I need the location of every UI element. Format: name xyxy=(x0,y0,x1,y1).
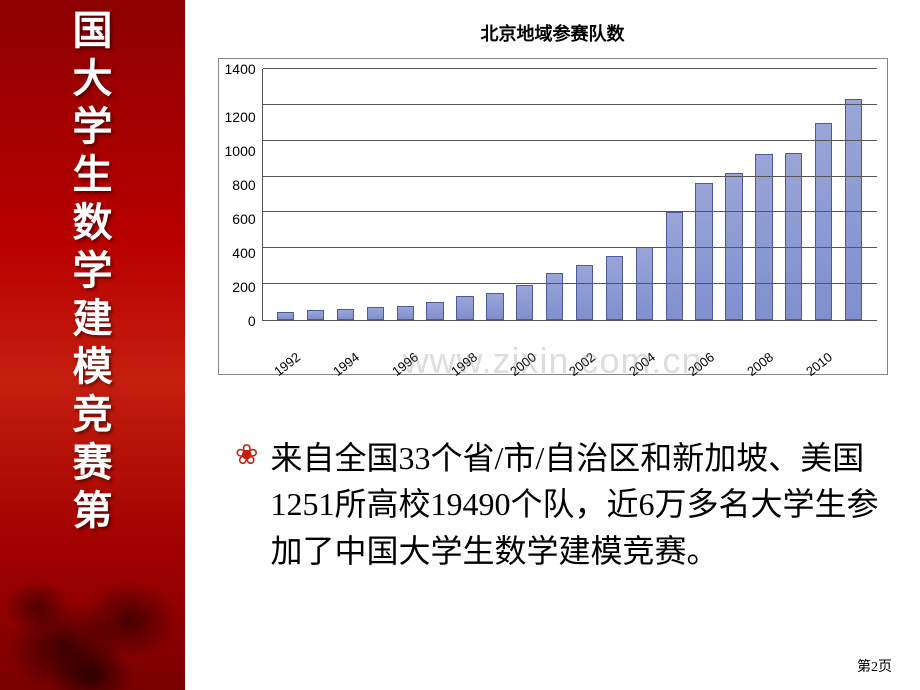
sidebar-char: 学 xyxy=(73,104,113,150)
y-tick: 1400 xyxy=(225,62,256,76)
sidebar-char: 国 xyxy=(73,8,113,54)
main-content: 北京地域参赛队数 1400 1200 1000 800 600 400 200 0 19921… xyxy=(185,0,920,690)
sidebar-char: 第 xyxy=(73,488,113,534)
bar xyxy=(546,273,563,320)
chart-container: 1400 1200 1000 800 600 400 200 0 19921994199619… xyxy=(218,58,888,375)
grid-line xyxy=(263,68,877,69)
bar xyxy=(426,302,443,320)
slide: 国大学生数学建模竞赛第 北京地域参赛队数 1400120010008006004… xyxy=(0,0,920,690)
bar xyxy=(755,154,772,320)
bar xyxy=(456,296,473,320)
sidebar-char: 大 xyxy=(73,56,113,102)
bullet-icon: ❀ xyxy=(235,439,258,473)
bar xyxy=(516,285,533,320)
bar xyxy=(337,309,354,320)
y-tick: 0 xyxy=(248,314,256,328)
grid-line xyxy=(263,104,877,105)
chart-area: 1400120010008006004002000 xyxy=(225,69,877,349)
y-tick: 800 xyxy=(232,178,255,192)
bar xyxy=(695,183,712,320)
sidebar-title-vertical: 国大学生数学建模竞赛第 xyxy=(73,8,113,534)
bar xyxy=(486,293,503,320)
grid-line xyxy=(263,140,877,141)
y-axis: 1400120010008006004002000 xyxy=(225,69,262,321)
bar xyxy=(367,307,384,320)
grid-line xyxy=(263,211,877,212)
body-paragraph: ❀ 来自全国33个省/市/自治区和新加坡、美国1251所高校19490个队，近6… xyxy=(235,435,892,574)
sidebar-char: 模 xyxy=(73,344,113,390)
bar xyxy=(576,265,593,320)
plot-area xyxy=(262,69,877,321)
page-number: 第2页 xyxy=(857,656,892,676)
bar xyxy=(845,99,862,320)
chart-title: 北京地域参赛队数 xyxy=(213,20,892,46)
sidebar-char: 赛 xyxy=(73,440,113,486)
y-tick: 1200 xyxy=(225,110,256,124)
y-tick: 400 xyxy=(232,246,255,260)
grid-line xyxy=(263,247,877,248)
x-spacer xyxy=(839,353,869,368)
bar xyxy=(397,306,414,320)
bar xyxy=(785,153,802,320)
bar xyxy=(815,123,832,320)
x-tick: 1992 xyxy=(270,349,303,379)
body-text: 来自全国33个省/市/自治区和新加坡、美国1251所高校19490个队，近6万多… xyxy=(270,435,892,574)
grid-line xyxy=(263,176,877,177)
y-tick: 600 xyxy=(232,212,255,226)
sidebar-char: 生 xyxy=(73,152,113,198)
sidebar-char: 竞 xyxy=(73,392,113,438)
bar xyxy=(606,256,623,320)
bar xyxy=(277,312,294,320)
x-axis: 1992199419961998200020022004200620082010 xyxy=(269,349,877,368)
sidebar: 国大学生数学建模竞赛第 xyxy=(0,0,185,690)
bar xyxy=(307,310,324,320)
y-tick: 1000 xyxy=(225,144,256,158)
sidebar-char: 数 xyxy=(73,200,113,246)
sidebar-char: 学 xyxy=(73,248,113,294)
bar xyxy=(666,212,683,320)
grid-line xyxy=(263,283,877,284)
y-tick: 200 xyxy=(232,280,255,294)
sidebar-char: 建 xyxy=(73,296,113,342)
